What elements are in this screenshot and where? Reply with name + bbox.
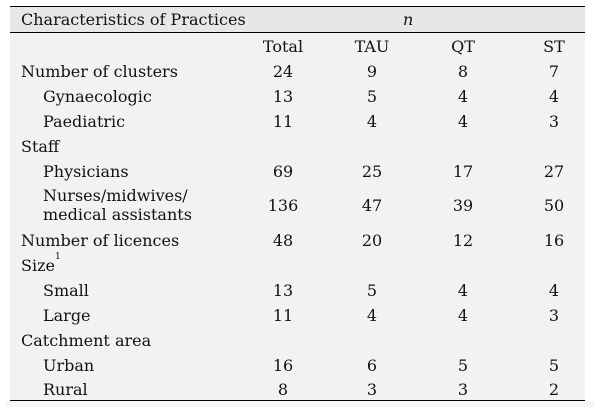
row-label-large: Large (43, 306, 91, 325)
column-header-tau: TAU (354, 37, 390, 56)
row-value-tau: 5 (366, 87, 378, 106)
row-label-nurses-line1: Nurses/midwives/ (43, 186, 188, 205)
row-value-st: 3 (548, 306, 560, 325)
row-value-tau: 47 (361, 196, 383, 215)
row-value-tau: 5 (366, 281, 378, 300)
size-label-text: Size (21, 256, 55, 275)
row-value-st: 4 (548, 281, 560, 300)
size-footnote-marker: 1 (54, 251, 61, 262)
row-label-nurses-line2: medical assistants (43, 205, 192, 224)
row-value-qt: 5 (457, 356, 469, 375)
row-value-tau: 3 (366, 380, 378, 399)
row-value-total: 69 (272, 162, 294, 181)
row-value-total: 136 (267, 196, 299, 215)
row-value-tau: 9 (366, 62, 378, 81)
row-value-st: 5 (548, 356, 560, 375)
table-header-band (10, 6, 585, 33)
row-label-rural: Rural (43, 380, 88, 399)
row-label-physicians: Physicians (43, 162, 129, 181)
row-label-small: Small (43, 281, 89, 300)
row-value-tau: 4 (366, 112, 378, 131)
row-value-tau: 20 (361, 231, 383, 250)
row-value-total: 16 (272, 356, 294, 375)
row-value-qt: 12 (452, 231, 474, 250)
row-value-total: 8 (277, 380, 289, 399)
row-label-staff: Staff (21, 137, 60, 156)
row-value-total: 13 (272, 281, 294, 300)
row-value-total: 13 (272, 87, 294, 106)
row-value-total: 11 (272, 112, 294, 131)
row-label-gynaecologic: Gynaecologic (43, 87, 152, 106)
row-value-tau: 6 (366, 356, 378, 375)
column-header-qt: QT (451, 37, 475, 56)
row-label-catchment-area: Catchment area (21, 331, 152, 350)
row-value-total: 24 (272, 62, 294, 81)
row-value-qt: 17 (452, 162, 474, 181)
table-body-band (10, 33, 585, 401)
row-value-st: 16 (543, 231, 565, 250)
row-label-urban: Urban (43, 356, 95, 375)
row-value-st: 27 (543, 162, 565, 181)
row-value-tau: 4 (366, 306, 378, 325)
row-value-qt: 4 (457, 87, 469, 106)
table-bottom-strip (5, 401, 595, 407)
row-value-qt: 8 (457, 62, 469, 81)
characteristics-table: Characteristics of Practices n Total TAU… (5, 0, 595, 407)
column-header-total: Total (262, 37, 304, 56)
row-label-number-of-clusters: Number of clusters (21, 62, 178, 81)
row-value-total: 48 (272, 231, 294, 250)
n-header: n (403, 10, 414, 29)
row-value-qt: 39 (452, 196, 474, 215)
row-value-st: 2 (548, 380, 560, 399)
row-value-st: 50 (543, 196, 565, 215)
row-value-st: 4 (548, 87, 560, 106)
row-value-st: 3 (548, 112, 560, 131)
row-label-size: Size1 (21, 252, 61, 276)
row-label-paediatric: Paediatric (43, 112, 126, 131)
row-value-total: 11 (272, 306, 294, 325)
row-value-st: 7 (548, 62, 560, 81)
row-value-qt: 4 (457, 306, 469, 325)
row-label-number-of-licences: Number of licences (21, 231, 180, 250)
column-header-st: ST (543, 37, 565, 56)
row-value-qt: 4 (457, 112, 469, 131)
table-title: Characteristics of Practices (21, 10, 246, 29)
row-value-tau: 25 (361, 162, 383, 181)
row-value-qt: 4 (457, 281, 469, 300)
row-value-qt: 3 (457, 380, 469, 399)
